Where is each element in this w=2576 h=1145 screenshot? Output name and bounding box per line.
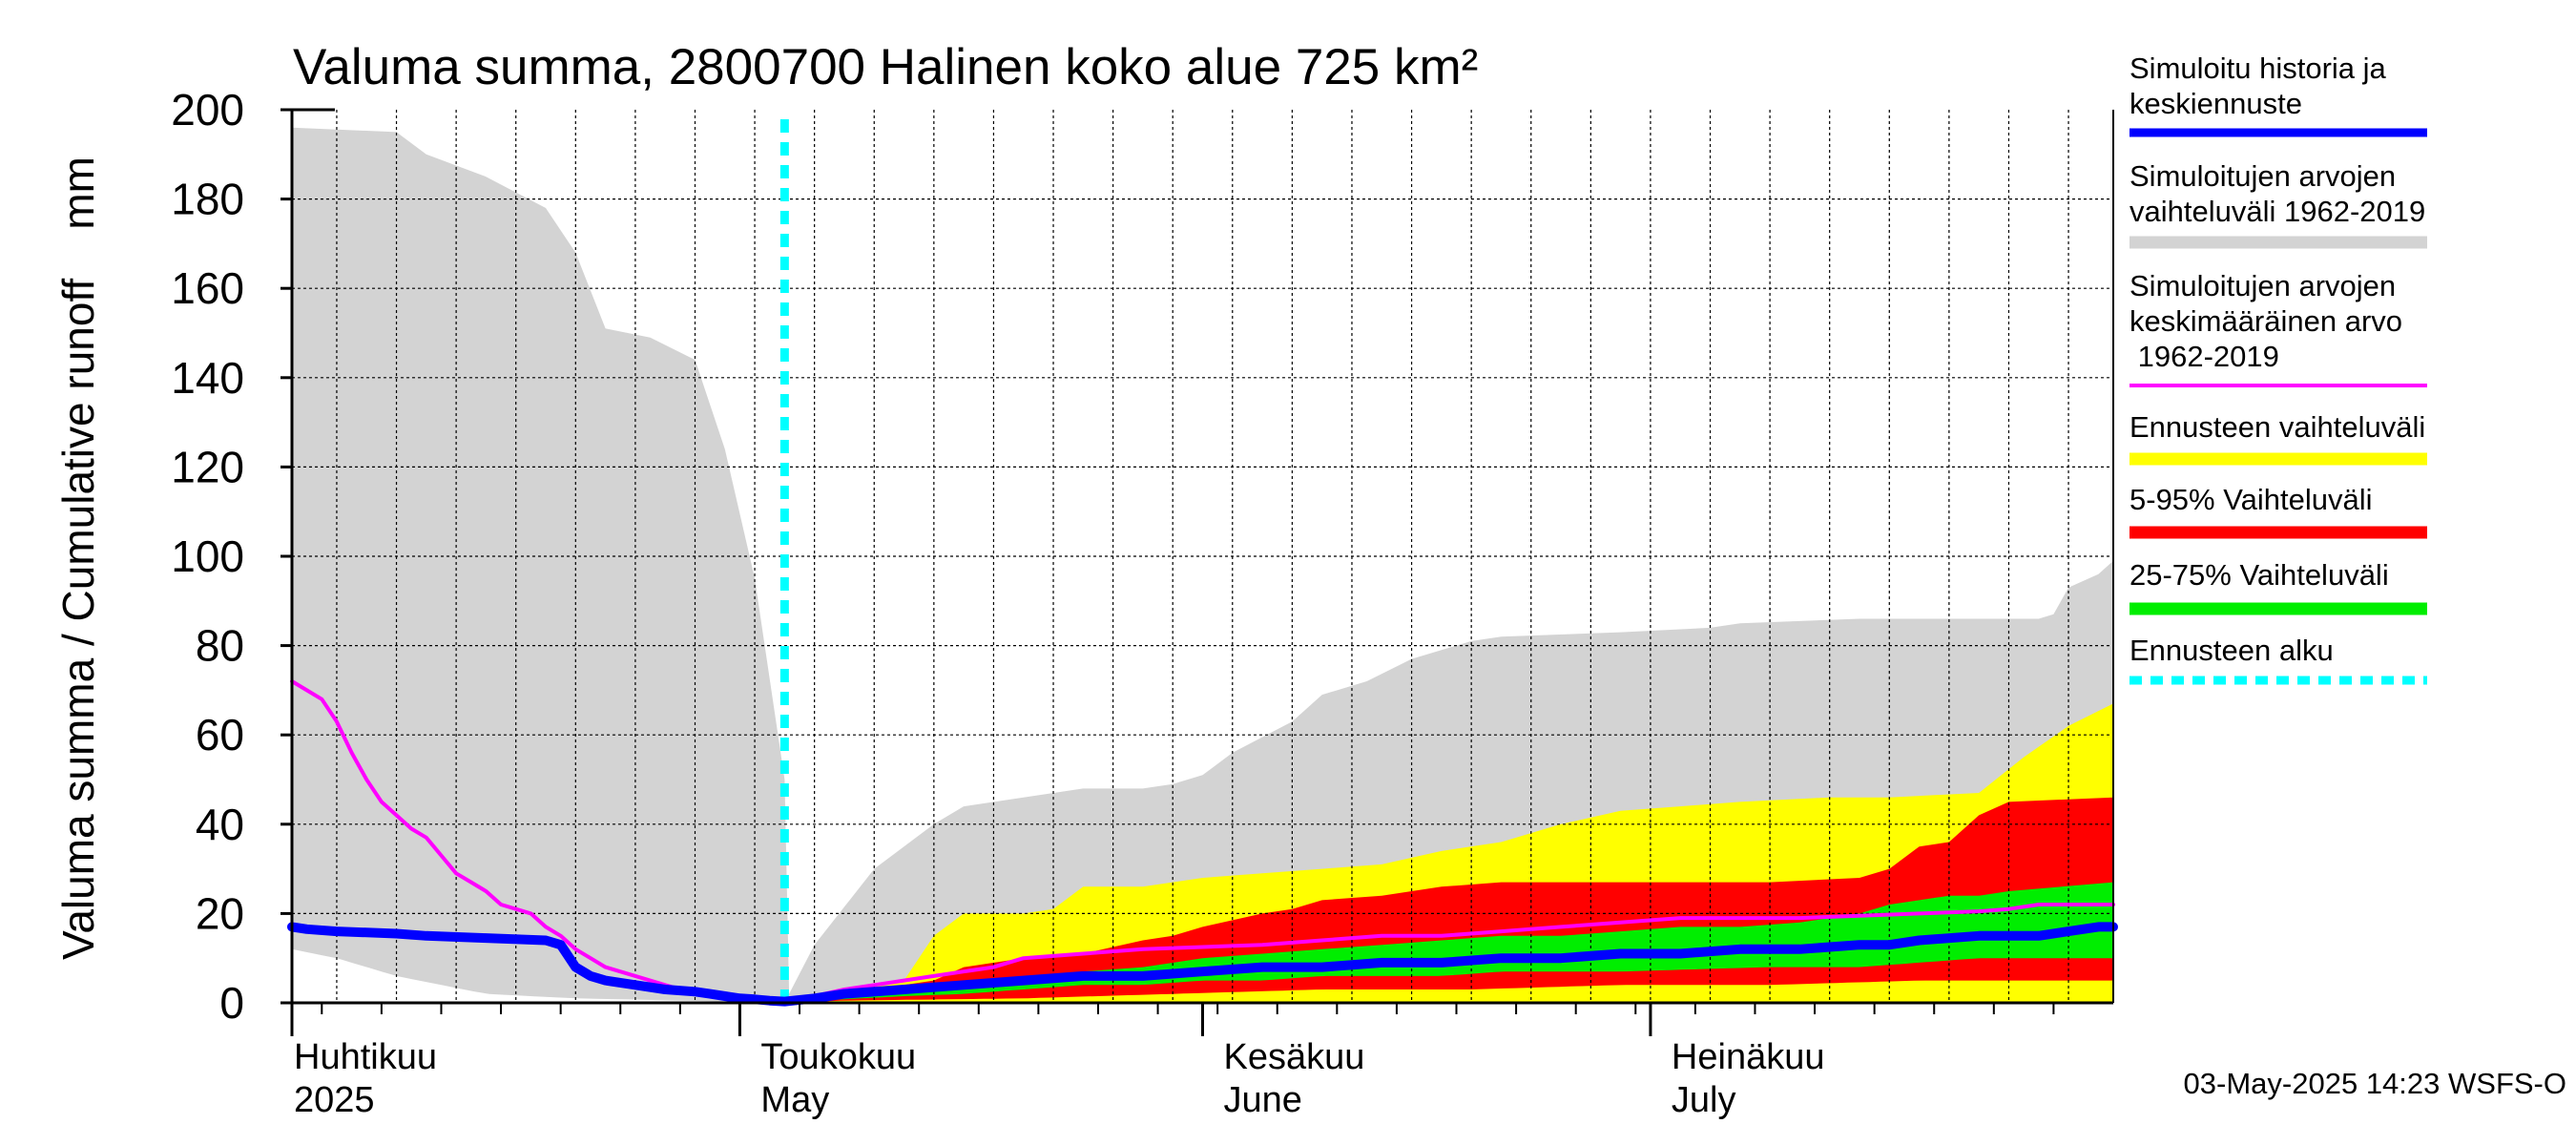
month-label-fi: Heinäkuu — [1672, 1037, 1825, 1077]
legend-label-line: 1962-2019 — [2129, 340, 2279, 373]
legend-label-line: keskiennuste — [2129, 87, 2302, 120]
month-label-fi: Toukokuu — [760, 1037, 916, 1077]
historical-range-band — [292, 127, 2113, 1003]
legend-label-line: vaihteluväli 1962-2019 — [2129, 195, 2425, 228]
y-tick-label: 120 — [171, 442, 244, 491]
legend-label-line: Ennusteen vaihteluväli — [2129, 410, 2425, 444]
legend-label: Simuloitujen arvojen vaihteluväli 1962-20… — [2129, 159, 2425, 228]
footer-timestamp: 03-May-2025 14:23 WSFS-O — [2184, 1067, 2566, 1100]
legend-label-line: Simuloitujen arvojen — [2129, 159, 2396, 193]
month-label-en: July — [1672, 1080, 1736, 1120]
y-tick-label: 180 — [171, 175, 244, 224]
legend-label: Ennusteen vaihteluväli — [2129, 410, 2425, 444]
axes — [280, 108, 2114, 1036]
legend: Simuloitu historia ja keskiennusteSimuloi… — [2129, 52, 2427, 685]
y-tick-labels: 0 20 40 60 80 100 120 140 160 180 200 — [171, 85, 244, 1028]
y-tick-label: 140 — [171, 353, 244, 403]
legend-label-line: 25-75% Vaihteluväli — [2129, 558, 2389, 592]
legend-label: Ennusteen alku — [2129, 634, 2334, 667]
y-tick-label: 60 — [196, 710, 244, 760]
legend-label-line: Ennusteen alku — [2129, 634, 2334, 667]
legend-label-line: 5-95% Vaihteluväli — [2129, 483, 2372, 516]
month-label-fi: Kesäkuu — [1224, 1037, 1365, 1077]
legend-label: 25-75% Vaihteluväli — [2129, 558, 2389, 592]
month-label-en: May — [760, 1080, 829, 1120]
legend-label: 5-95% Vaihteluväli — [2129, 483, 2372, 516]
legend-label-line: Simuloitujen arvojen — [2129, 269, 2396, 302]
y-tick-label: 0 — [219, 978, 244, 1028]
y-tick-label: 20 — [196, 888, 244, 938]
legend-label: Simuloitujen arvojen keskimääräinen arvo … — [2129, 269, 2402, 373]
month-label-en: 2025 — [294, 1080, 375, 1120]
y-tick-label: 40 — [196, 800, 244, 849]
legend-label-line: Simuloitu historia ja — [2129, 52, 2387, 85]
month-label-fi: Huhtikuu — [294, 1037, 437, 1077]
y-axis-label: Valuma summa / Cumulative runoff mm — [53, 156, 103, 960]
legend-label-line: keskimääräinen arvo — [2129, 304, 2402, 338]
chart-title: Valuma summa, 2800700 Halinen koko alue … — [293, 39, 1478, 95]
y-tick-label: 200 — [171, 85, 244, 135]
grid-lines — [292, 110, 2113, 1003]
simulated-median-line — [287, 922, 2118, 1007]
y-tick-label: 80 — [196, 621, 244, 671]
y-tick-label: 100 — [171, 531, 244, 581]
legend-label: Simuloitu historia ja keskiennuste — [2129, 52, 2387, 120]
y-tick-label: 160 — [171, 263, 244, 313]
month-label-en: June — [1224, 1080, 1302, 1120]
